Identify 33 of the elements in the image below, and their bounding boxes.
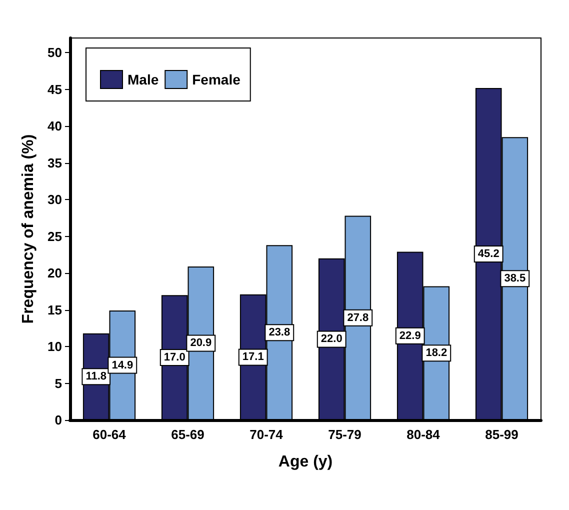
y-tick-label: 5	[54, 376, 62, 391]
data-label: 38.5	[504, 272, 526, 285]
data-label: 23.8	[268, 326, 290, 339]
y-tick-label: 50	[48, 45, 62, 60]
y-axis-title: Frequency of anemia (%)	[20, 134, 38, 324]
y-tick-label: 10	[48, 339, 62, 354]
data-label: 22.0	[320, 333, 342, 346]
legend-label: Male	[128, 72, 159, 88]
x-axis-title: Age (y)	[278, 454, 333, 470]
y-tick-label: 30	[48, 192, 62, 208]
legend-label: Female	[192, 72, 241, 88]
data-label: 17.0	[164, 352, 186, 364]
y-tick-label: 0	[54, 412, 62, 428]
x-tick-label: 75-79	[328, 427, 362, 442]
y-tick-label: 15	[48, 302, 62, 318]
y-tick-label: 35	[48, 155, 62, 170]
x-tick-label: 65-69	[171, 427, 204, 442]
data-label: 14.9	[112, 359, 134, 372]
y-tick-label: 25	[48, 228, 62, 244]
data-label: 27.8	[347, 312, 369, 324]
y-tick-label: 20	[48, 266, 62, 281]
data-label: 20.9	[190, 337, 212, 350]
x-tick-label: 85-99	[485, 427, 518, 442]
data-label: 17.1	[242, 351, 264, 364]
data-label: 11.8	[86, 370, 107, 383]
data-label: 18.2	[426, 347, 448, 360]
x-tick-label: 60-64	[92, 427, 127, 442]
data-label: 22.9	[399, 330, 421, 342]
y-tick-label: 45	[48, 82, 62, 97]
x-tick-label: 70-74	[250, 427, 284, 442]
data-label: 45.2	[478, 248, 500, 260]
y-tick-label: 40	[48, 118, 62, 134]
x-tick-label: 80-84	[406, 427, 441, 442]
